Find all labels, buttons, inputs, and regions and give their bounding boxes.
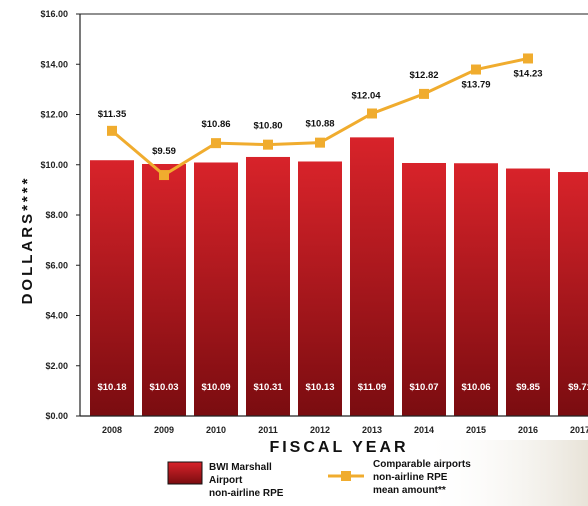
y-axis-title: DOLLARS**** (19, 176, 36, 305)
line-point (159, 170, 169, 181)
x-tick-label: 2008 (102, 425, 122, 435)
bar-value-label: $10.31 (253, 382, 283, 393)
bar (142, 163, 186, 416)
legend-line-label-2: non-airline RPE (373, 472, 448, 483)
bar (90, 160, 134, 416)
x-tick-label: 2016 (518, 425, 538, 435)
y-tick-label: $12.00 (40, 110, 68, 120)
legend-line-label-3: mean amount** (373, 485, 446, 496)
line-point (315, 137, 325, 148)
line-point (211, 138, 221, 149)
axes (79, 13, 588, 417)
y-tick-label: $10.00 (40, 160, 68, 170)
bar-value-label: $10.13 (305, 382, 334, 393)
legend-bar-swatch (167, 461, 203, 485)
x-tick-label: 2017 (570, 425, 588, 435)
bar-value-label: $10.07 (409, 382, 438, 393)
line-value-label: $9.59 (152, 146, 176, 157)
bar (194, 162, 238, 416)
line-value-label: $14.23 (513, 68, 542, 79)
line-value-label: $10.86 (201, 119, 230, 130)
bar (558, 172, 588, 416)
bar-value-label: $9.85 (516, 382, 540, 393)
line-point (419, 88, 429, 99)
line-value-label: $12.82 (409, 70, 438, 81)
line-value-label: $10.88 (305, 119, 334, 130)
x-tick-label: 2014 (414, 425, 434, 435)
bar (402, 162, 446, 416)
line-value-label: $11.35 (98, 109, 127, 120)
bar (246, 156, 290, 416)
legend-bar-label-2: Airport (209, 475, 243, 486)
x-tick-label: 2011 (258, 425, 278, 435)
line-value-label: $13.79 (461, 80, 490, 91)
bar (454, 163, 498, 416)
y-tick-label: $14.00 (40, 59, 68, 69)
bar-value-label: $10.18 (97, 382, 126, 393)
x-tick-label: 2015 (466, 425, 486, 435)
legend-bar-label-3: non-airline RPE (209, 488, 284, 499)
bar-series: $10.18 $10.03 $10.09 $10.31 $10.13 $11.09 $10.… (90, 137, 588, 416)
x-tick-label: 2010 (206, 425, 226, 435)
line-path (111, 57, 529, 177)
bar-value-label: $10.06 (461, 382, 490, 393)
line-point (471, 64, 481, 75)
y-axis-ticks: $0.00 $2.00 $4.00 $6.00 $8.00 $10.00 $12.00 $14… (40, 9, 80, 421)
y-tick-label: $4.00 (45, 311, 68, 321)
bar-value-label: $10.09 (201, 382, 230, 393)
y-tick-label: $0.00 (45, 411, 68, 421)
line-point (263, 139, 273, 150)
bar-value-label: $10.03 (149, 382, 178, 393)
x-axis-ticks: 2008 2009 2010 2011 2012 2013 2014 2015 2016 2017 (102, 425, 588, 435)
bar (506, 168, 550, 416)
x-tick-label: 2012 (310, 425, 330, 435)
x-axis-title: FISCAL YEAR (269, 439, 408, 456)
line-series: $11.35 $9.59 $10.86 $10.80 $10.88 $12.04 $12.8… (98, 53, 543, 181)
y-tick-label: $16.00 (40, 9, 68, 19)
line-point (523, 53, 533, 64)
y-tick-label: $2.00 (45, 361, 68, 371)
y-tick-label: $8.00 (45, 210, 68, 220)
x-tick-label: 2013 (362, 425, 382, 435)
legend: BWI Marshall Airport non-airline RPE Com… (167, 459, 471, 499)
legend-bar-label-1: BWI Marshall (209, 462, 272, 473)
x-tick-label: 2009 (154, 425, 174, 435)
bar-value-label: $9.71 (568, 382, 588, 393)
bar (298, 161, 342, 416)
line-point (107, 125, 117, 136)
line-value-label: $10.80 (253, 121, 282, 132)
bottom-right-backdrop (420, 440, 588, 506)
bar (350, 137, 394, 416)
line-point (367, 108, 377, 119)
legend-line-marker (341, 471, 351, 481)
line-value-label: $12.04 (351, 90, 381, 101)
bar-value-label: $11.09 (358, 382, 387, 393)
y-tick-label: $6.00 (45, 260, 68, 270)
legend-line-label-1: Comparable airports (373, 459, 471, 470)
